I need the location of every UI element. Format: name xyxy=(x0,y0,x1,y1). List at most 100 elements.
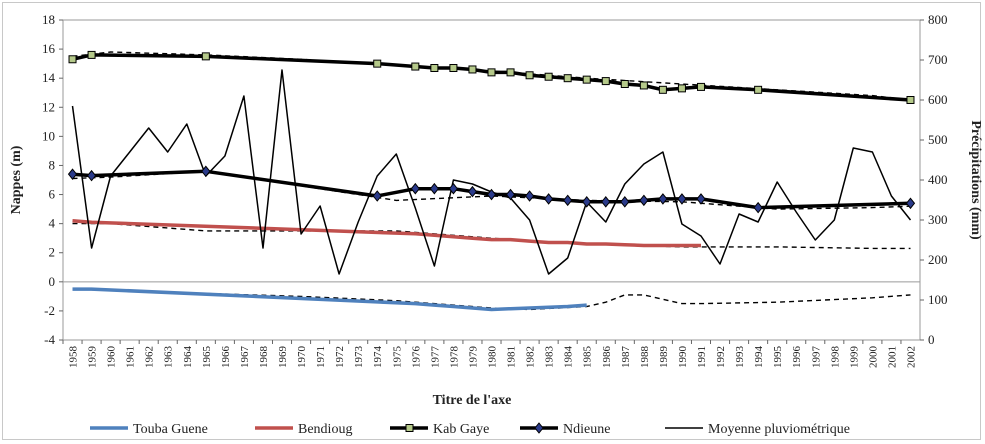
x-tick-label: 1999 xyxy=(848,346,860,369)
x-tick-label: 1969 xyxy=(277,346,289,369)
trend-line xyxy=(72,51,911,101)
point-kab-gaye xyxy=(525,71,534,80)
y2-tick-label: 600 xyxy=(928,92,948,107)
y2-tick-label: 800 xyxy=(928,12,948,27)
x-tick-label: 1984 xyxy=(563,346,575,369)
x-tick-label: 1988 xyxy=(639,346,651,369)
point-kab-gaye xyxy=(449,64,458,72)
y-tick-label: -4 xyxy=(44,332,55,347)
x-tick-label: 1977 xyxy=(429,346,441,369)
y2-tick-label: 700 xyxy=(928,52,948,67)
x-axis: 1958 1959 1960 1961 1962 1963 1964 1965 1966 1967… xyxy=(62,340,917,369)
y-tick-label: 0 xyxy=(49,274,56,289)
point-kab-gaye xyxy=(430,64,439,72)
x-tick-label: 1967 xyxy=(239,346,251,369)
legend: Touba Guene Bendioug Kab Gaye Ndieune Moyenn… xyxy=(90,422,850,437)
x-tick-label: 1996 xyxy=(791,346,803,369)
x-tick-label: 1994 xyxy=(753,346,765,369)
x-tick-label: 1995 xyxy=(772,346,784,369)
x-tick-label: 1965 xyxy=(201,346,213,369)
point-ndieune xyxy=(524,190,535,202)
x-tick-label: 2002 xyxy=(905,346,917,368)
point-ndieune xyxy=(486,188,497,201)
left-y-axis: -4 -2 0 2 4 6 8 10 12 14 16 18 xyxy=(42,12,63,347)
series-line-touba-guene xyxy=(72,287,587,312)
point-ndieune xyxy=(601,196,611,208)
y-tick-label: -2 xyxy=(44,303,55,318)
point-kab-gaye xyxy=(906,96,915,104)
point-ndieune xyxy=(67,168,78,180)
point-kab-gaye xyxy=(582,75,591,84)
point-ndieune xyxy=(753,201,763,214)
point-ndieune xyxy=(505,188,516,201)
x-tick-label: 1963 xyxy=(163,346,175,369)
x-tick-label: 1972 xyxy=(334,346,346,368)
x-tick-label: 1960 xyxy=(106,346,118,369)
point-kab-gaye xyxy=(506,68,515,77)
y-tick-label: 2 xyxy=(49,245,56,260)
x-tick-label: 1985 xyxy=(582,346,594,369)
point-kab-gaye xyxy=(68,55,77,64)
x-tick-label: 1987 xyxy=(620,346,632,369)
y2-tick-label: 0 xyxy=(928,332,935,347)
point-kab-gaye xyxy=(468,65,477,74)
x-tick-label: 1993 xyxy=(734,346,746,369)
legend-marker-ndieune xyxy=(534,422,544,434)
legend-label-touba-guene: Touba Guene xyxy=(133,422,208,437)
legend-label-moyenne-pluviom-trique: Moyenne pluviométrique xyxy=(708,422,850,437)
x-tick-label: 1992 xyxy=(715,346,727,368)
x-tick-label: 2000 xyxy=(867,346,879,369)
x-tick-label: 1974 xyxy=(372,346,384,369)
point-ndieune xyxy=(201,165,211,178)
legend-label-kab-gaye: Kab Gaye xyxy=(433,422,489,437)
x-tick-label: 1975 xyxy=(391,346,403,369)
y-tick-label: 6 xyxy=(49,187,56,202)
x-tick-label: 1973 xyxy=(353,346,365,369)
y-tick-label: 10 xyxy=(42,128,55,143)
point-kab-gaye xyxy=(754,85,763,94)
x-tick-label: 1990 xyxy=(677,346,689,369)
x-axis-label: Titre de l'axe xyxy=(433,393,512,408)
x-tick-label: 1958 xyxy=(68,346,80,369)
x-tick-label: 1979 xyxy=(467,346,479,369)
y-tick-label: 4 xyxy=(49,216,56,231)
y-tick-label: 18 xyxy=(42,12,55,27)
y-tick-label: 16 xyxy=(42,41,56,56)
point-kab-gaye xyxy=(563,74,572,83)
y-tick-label: 12 xyxy=(42,99,55,114)
x-tick-label: 1964 xyxy=(182,346,194,369)
series-line-kab-gaye xyxy=(72,53,911,102)
point-kab-gaye xyxy=(696,82,705,91)
x-tick-label: 1962 xyxy=(144,346,156,368)
x-tick-label: 1978 xyxy=(448,346,460,369)
x-tick-label: 1998 xyxy=(829,346,841,369)
x-tick-label: 1961 xyxy=(125,346,137,368)
point-ndieune xyxy=(372,190,382,202)
point-ndieune xyxy=(639,194,649,207)
point-kab-gaye xyxy=(544,72,553,81)
point-kab-gaye xyxy=(601,77,610,86)
series-lines xyxy=(71,53,912,312)
point-kab-gaye xyxy=(677,84,686,93)
x-tick-label: 1971 xyxy=(315,346,327,368)
x-tick-label: 1968 xyxy=(258,346,270,369)
y2-tick-label: 500 xyxy=(928,132,948,147)
point-ndieune xyxy=(86,169,97,182)
right-y-axis: 0 100 200 300 400 500 600 700 800 xyxy=(920,12,948,347)
point-ndieune xyxy=(696,193,706,205)
point-ndieune xyxy=(905,197,916,210)
point-ndieune xyxy=(410,182,420,195)
point-ndieune xyxy=(620,196,630,208)
point-ndieune xyxy=(448,182,459,195)
x-tick-label: 1976 xyxy=(410,346,422,369)
x-tick-label: 1982 xyxy=(525,346,537,368)
x-tick-label: 1986 xyxy=(601,346,613,369)
x-tick-label: 1966 xyxy=(220,346,232,369)
point-ndieune xyxy=(582,196,592,208)
trend-line xyxy=(72,222,911,250)
y2-tick-label: 100 xyxy=(928,292,948,307)
series-line-bendioug xyxy=(72,218,701,248)
x-tick-label: 1989 xyxy=(658,346,670,369)
